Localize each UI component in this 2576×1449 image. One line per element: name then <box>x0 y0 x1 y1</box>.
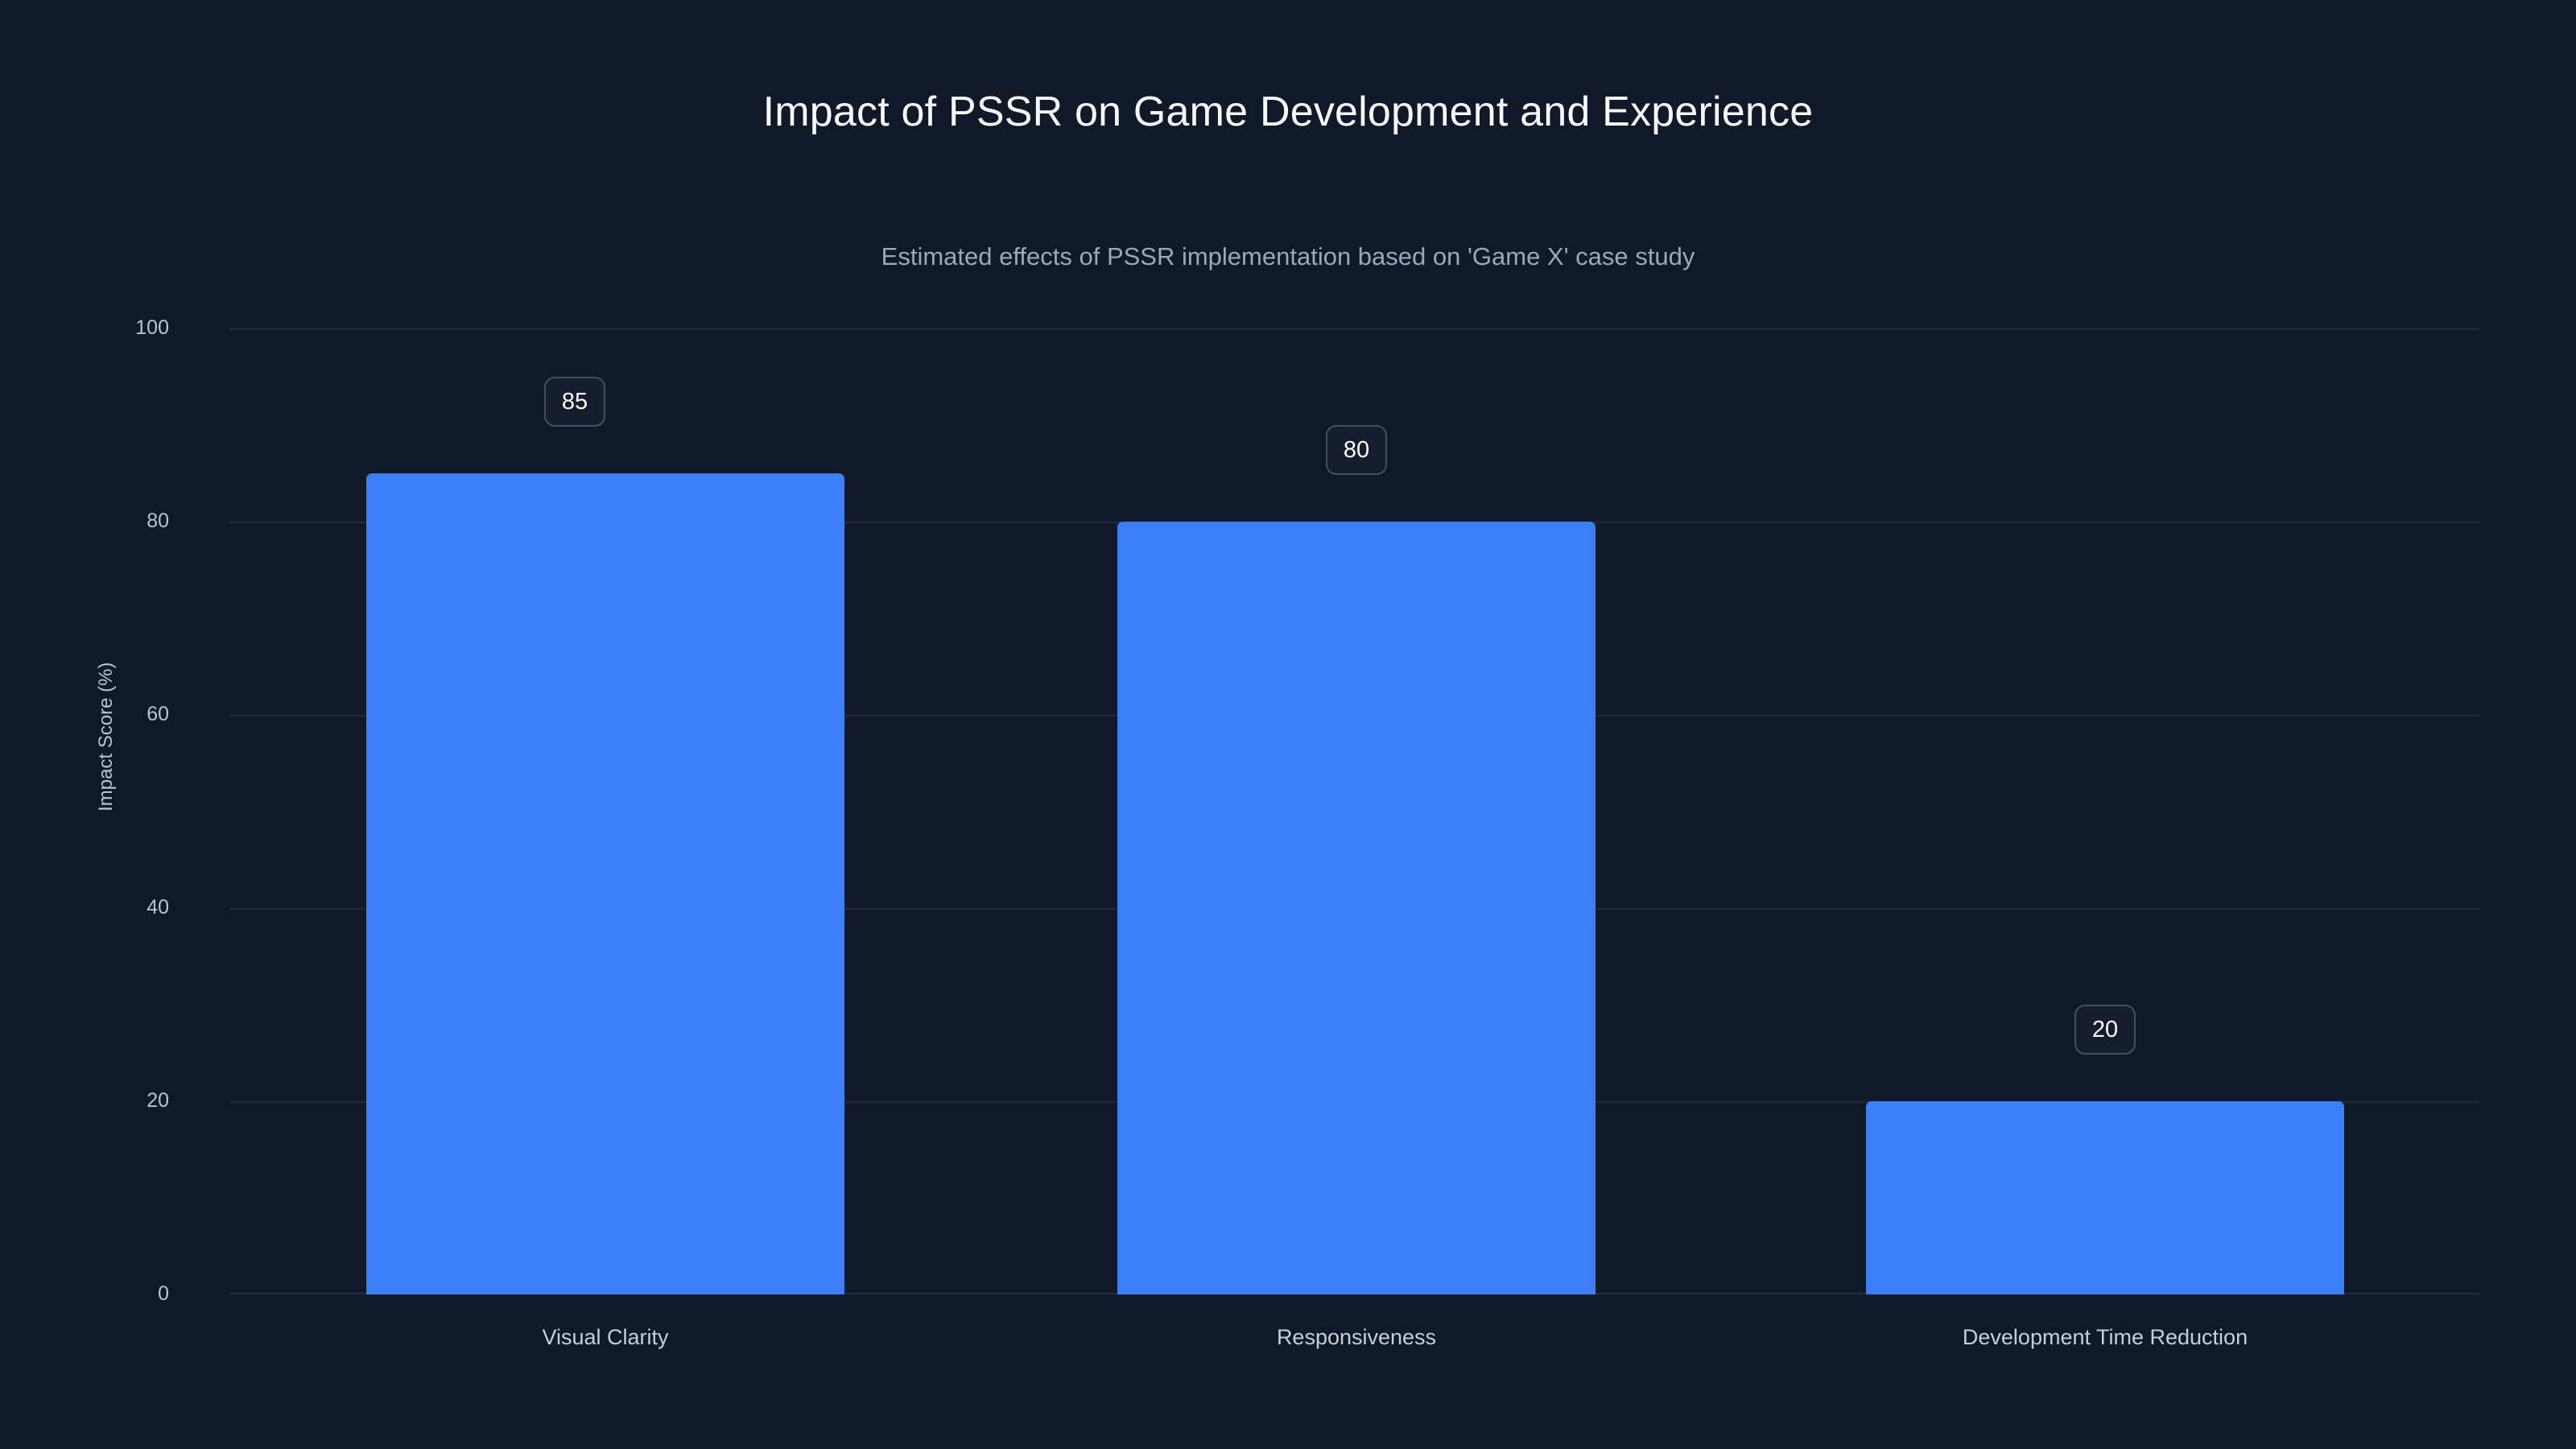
y-tick-label-80: 80 <box>147 510 169 532</box>
bar-visual-clarity[interactable] <box>366 473 844 1294</box>
bar-development-time-reduction[interactable] <box>1866 1101 2344 1294</box>
x-tick-label-development-time-reduction: Development Time Reduction <box>1962 1325 2248 1349</box>
y-axis-title: Impact Score (%) <box>95 662 117 811</box>
y-tick-label-40: 40 <box>147 896 169 919</box>
y-tick-label-60: 60 <box>147 703 169 725</box>
chart-title: Impact of PSSR on Game Development and E… <box>762 89 1814 135</box>
value-badge-visual-clarity: 85 <box>544 377 605 427</box>
plot-area: 85 80 20 <box>229 328 2479 1294</box>
gridline-100 <box>229 328 2479 330</box>
value-badge-responsiveness: 80 <box>1326 425 1387 475</box>
x-tick-label-responsiveness: Responsiveness <box>1276 1325 1437 1349</box>
chart-subtitle: Estimated effects of PSSR implementation… <box>881 242 1695 270</box>
value-badge-development-time-reduction: 20 <box>2074 1005 2136 1055</box>
x-tick-label-visual-clarity: Visual Clarity <box>542 1325 669 1349</box>
y-tick-label-100: 100 <box>135 316 169 339</box>
bar-responsiveness[interactable] <box>1117 522 1596 1294</box>
y-tick-label-20: 20 <box>147 1089 169 1112</box>
y-tick-label-0: 0 <box>158 1282 169 1305</box>
